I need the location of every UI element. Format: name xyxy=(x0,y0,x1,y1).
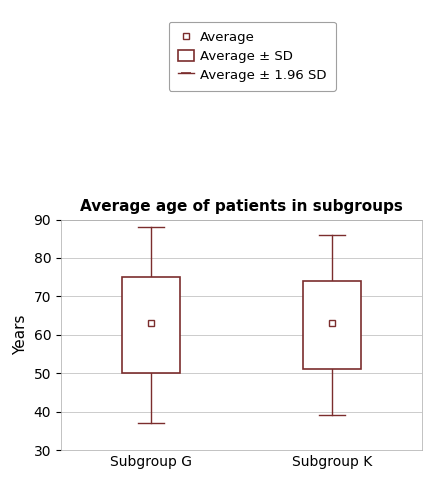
Legend: Average, Average ± SD, Average ± 1.96 SD: Average, Average ± SD, Average ± 1.96 SD xyxy=(168,22,335,91)
Bar xyxy=(302,281,360,370)
Y-axis label: Years: Years xyxy=(13,314,28,355)
Title: Average age of patients in subgroups: Average age of patients in subgroups xyxy=(80,199,402,214)
Bar xyxy=(122,277,180,373)
